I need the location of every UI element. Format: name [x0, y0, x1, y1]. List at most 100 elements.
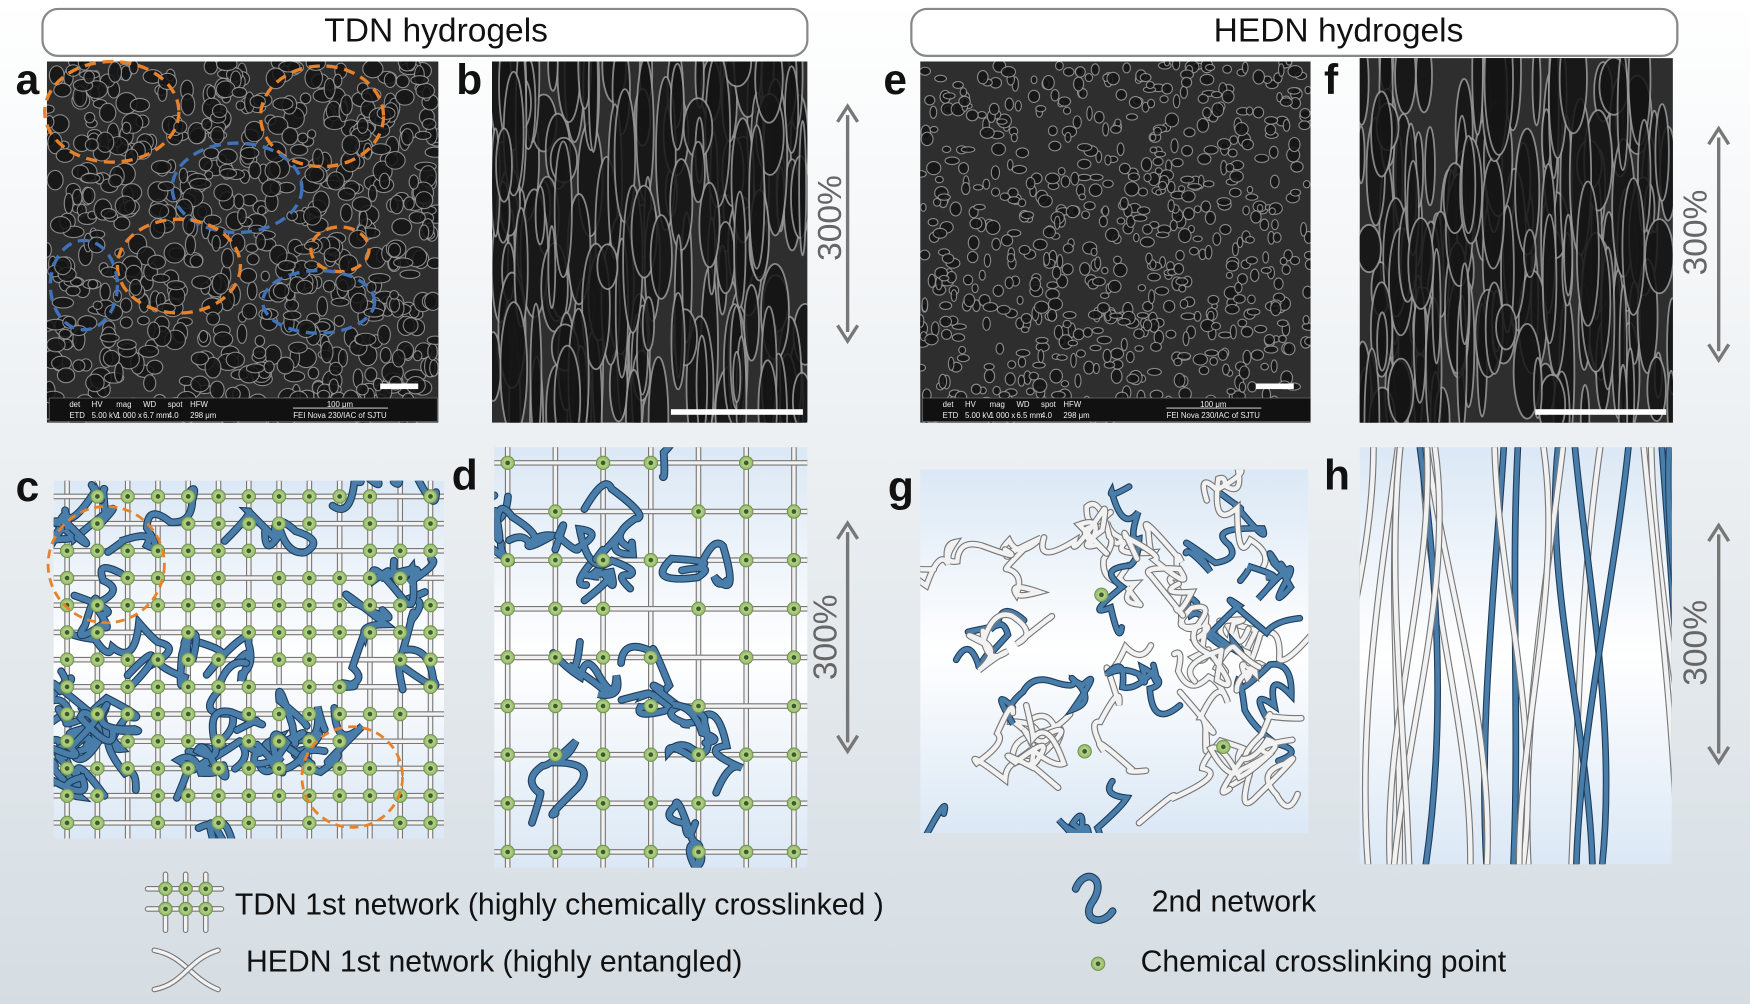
- pore-wall: [1088, 173, 1104, 181]
- crosslink-point: [271, 570, 287, 586]
- pore-wall: [937, 193, 951, 201]
- pore-wall: [996, 118, 1008, 125]
- pore-wall: [1644, 218, 1673, 295]
- pore-wall: [1182, 207, 1195, 221]
- crosslink-point: [150, 734, 166, 749]
- info-scale: 100 μm: [327, 400, 353, 409]
- pore-wall: [1250, 349, 1265, 361]
- crosslink-point: [90, 652, 105, 667]
- pore-wall: [56, 367, 76, 384]
- pore-wall: [961, 182, 971, 196]
- pore-wall: [184, 234, 196, 256]
- arrow-head: [1707, 125, 1731, 146]
- pore-wall: [1161, 82, 1173, 95]
- pore-wall: [221, 247, 234, 269]
- pore-wall: [921, 297, 929, 313]
- crosslink-point: [643, 650, 658, 665]
- pore-wall: [1234, 122, 1249, 137]
- pore-wall: [1132, 232, 1140, 243]
- pore-wall: [391, 349, 406, 368]
- pore-wall: [1363, 347, 1381, 423]
- crosslink-point: [302, 489, 317, 504]
- pore-wall: [235, 100, 246, 111]
- crosslink-point: [362, 625, 378, 640]
- crosslink-point: [211, 570, 226, 586]
- pore-wall: [1007, 360, 1017, 369]
- pore-wall: [326, 171, 345, 191]
- pore-wall: [690, 140, 706, 204]
- pore-wall: [148, 203, 170, 219]
- pore-wall: [990, 165, 1001, 180]
- pore-wall: [1199, 73, 1215, 86]
- pore-wall: [1175, 249, 1185, 262]
- crosslink-point: [423, 788, 438, 803]
- pore-wall: [1098, 215, 1108, 228]
- crosslink-point: [548, 747, 563, 762]
- crosslink-point: [332, 761, 347, 776]
- pore-wall: [114, 362, 124, 383]
- pore-wall: [1200, 200, 1212, 213]
- crosslink-point: [786, 747, 802, 762]
- pore-wall: [1020, 210, 1035, 220]
- pore-wall: [1229, 135, 1239, 145]
- pore-wall: [1154, 167, 1163, 175]
- chain: [1238, 551, 1294, 601]
- crosslink-point: [500, 455, 515, 471]
- pore-wall: [1177, 185, 1186, 192]
- pore-wall: [1025, 387, 1035, 396]
- pore-wall: [983, 363, 995, 371]
- pore-wall: [1074, 66, 1086, 78]
- crosslink-point: [211, 788, 226, 803]
- pore-wall: [1302, 314, 1310, 325]
- pore-wall: [210, 126, 225, 145]
- chain: [528, 739, 587, 826]
- crosslink-point: [786, 601, 802, 616]
- pore-wall: [920, 202, 927, 212]
- pore-wall: [1180, 175, 1195, 184]
- pore-wall: [1166, 180, 1176, 194]
- info-field: HFW: [190, 400, 208, 409]
- pore-wall: [951, 333, 966, 342]
- info-field: det: [69, 400, 81, 409]
- pore-wall: [941, 253, 955, 264]
- pore-wall: [323, 247, 341, 263]
- pore-wall: [1137, 206, 1151, 216]
- pore-wall: [204, 356, 222, 379]
- panel-label: d: [452, 453, 478, 500]
- crosslink-point: [150, 706, 166, 722]
- crosslink-point: [120, 706, 135, 722]
- pore-wall: [1060, 175, 1071, 188]
- pore-wall: [290, 144, 309, 156]
- pore-wall: [547, 61, 559, 92]
- info-value: 5.00 kV: [965, 411, 992, 420]
- pore-wall: [178, 167, 189, 184]
- crosslink-point: [271, 734, 287, 749]
- pore-wall: [414, 130, 432, 141]
- chain: [1000, 535, 1047, 600]
- pore-wall: [1278, 334, 1287, 344]
- pore-wall: [96, 131, 115, 153]
- crosslink-point: [181, 679, 196, 695]
- pore-wall: [412, 350, 423, 362]
- pore-wall: [992, 385, 1001, 396]
- crosslink-point: [393, 652, 408, 667]
- pore-wall: [1210, 90, 1223, 99]
- pore-wall: [1272, 232, 1282, 243]
- pore-wall: [1241, 138, 1254, 151]
- pore-wall: [1142, 223, 1153, 235]
- pore-wall: [46, 104, 55, 114]
- pore-wall: [988, 102, 1000, 116]
- pore-wall: [1101, 205, 1110, 217]
- pore-wall: [1238, 365, 1250, 380]
- pore-wall: [51, 296, 75, 309]
- chain: [660, 447, 673, 480]
- pore-wall: [1093, 110, 1105, 124]
- crosslink-point: [548, 650, 563, 665]
- pore-wall: [938, 373, 948, 389]
- pore-wall: [129, 97, 151, 113]
- crosslink-point: [423, 489, 438, 504]
- crosslink-point: [241, 815, 256, 831]
- pore-wall: [1222, 363, 1230, 376]
- crosslink-point: [181, 706, 196, 722]
- pore-wall: [1300, 221, 1308, 237]
